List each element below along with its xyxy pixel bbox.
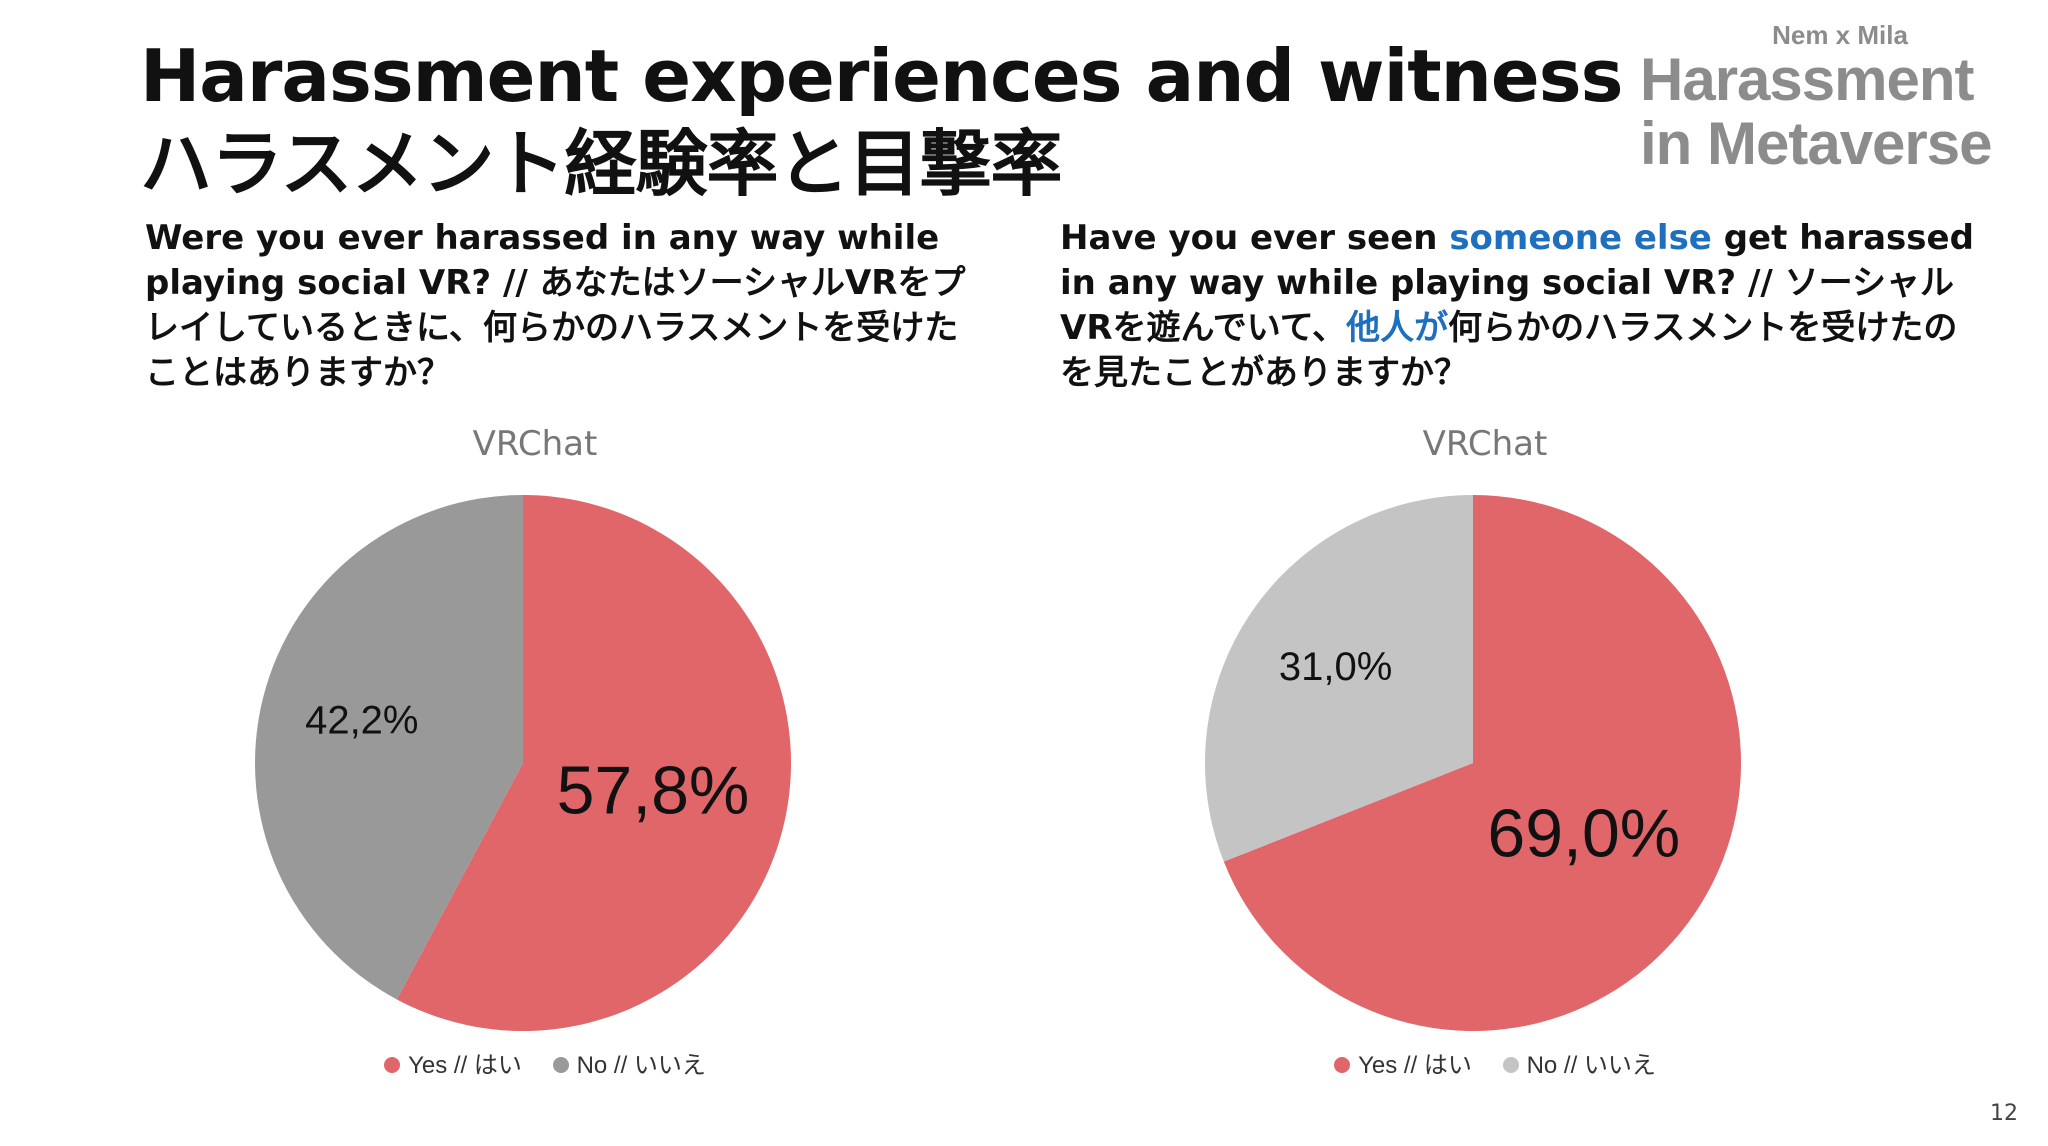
pie-label-no: 42,2% xyxy=(305,698,418,742)
chart-title: VRChat xyxy=(472,424,598,464)
legend-swatch-no xyxy=(552,1056,569,1073)
legend-swatch-yes xyxy=(1334,1056,1351,1073)
question-witnessed-part-3: 何らかのハラスメントを受けたのを見たことがありますか？ xyxy=(1060,308,1958,393)
pie-chart-harassed: VRChat 57,8% 42,2% Yes // はい No // いいえ xyxy=(215,420,875,1100)
pie-label-yes: 57,8% xyxy=(557,752,750,828)
question-harassed: Were you ever harassed in any way while … xyxy=(145,218,966,393)
logo-line-1: Harassment xyxy=(1640,46,1975,113)
chart-legend: Yes // はい No // いいえ xyxy=(215,1045,875,1080)
pie-slice-yes xyxy=(1223,495,1741,1031)
legend-swatch-yes xyxy=(384,1056,401,1073)
legend-item-no: No // いいえ xyxy=(552,1045,706,1080)
question-highlight-others: 他人が xyxy=(1346,308,1449,348)
logo-line-2: in Metaverse xyxy=(1640,110,1993,177)
slide-title: Harassment experiences and witness ハラスメン… xyxy=(140,32,1623,208)
legend-item-yes: Yes // はい xyxy=(1334,1045,1472,1080)
pie-slice-no xyxy=(1205,495,1473,862)
legend-label-yes: Yes // はい xyxy=(1358,1052,1472,1079)
legend-swatch-no xyxy=(1502,1056,1519,1073)
slide-title-japanese: ハラスメント経験率と目撃率 xyxy=(140,122,1063,206)
pie-chart-witnessed: VRChat 69,0% 31,0% Yes // はい No // いいえ xyxy=(1165,420,1825,1100)
page-number: 12 xyxy=(1990,1101,2018,1126)
pie-chart-svg: 57,8% 42,2% xyxy=(255,495,791,1031)
chart-title: VRChat xyxy=(1422,424,1548,464)
logo-authors: Nem x Mila xyxy=(1772,20,1908,50)
question-witnessed-part-2: get harassed in any way while playing so… xyxy=(1060,218,1974,348)
pie-slice-no xyxy=(255,495,523,1000)
question-highlight-someone-else: someone else xyxy=(1449,218,1712,258)
slide-title-english: Harassment experiences and witness xyxy=(140,34,1623,118)
pie-label-yes: 69,0% xyxy=(1487,795,1680,871)
pie-slice-yes xyxy=(396,495,791,1031)
pie-chart-svg: 69,0% 31,0% xyxy=(1205,495,1741,1031)
pie-label-no: 31,0% xyxy=(1279,645,1392,689)
legend-label-no: No // いいえ xyxy=(1526,1052,1656,1079)
legend-item-no: No // いいえ xyxy=(1502,1045,1656,1080)
question-witnessed-part-1: Have you ever seen xyxy=(1060,218,1450,258)
legend-label-yes: Yes // はい xyxy=(408,1052,522,1079)
legend-item-yes: Yes // はい xyxy=(384,1045,522,1080)
harassment-in-metaverse-logo: Nem x Mila Harassment in Metaverse xyxy=(1640,22,2040,176)
question-witnessed: Have you ever seen someone else get hara… xyxy=(1060,216,1980,396)
legend-label-no: No // いいえ xyxy=(576,1052,706,1079)
chart-legend: Yes // はい No // いいえ xyxy=(1165,1045,1825,1080)
